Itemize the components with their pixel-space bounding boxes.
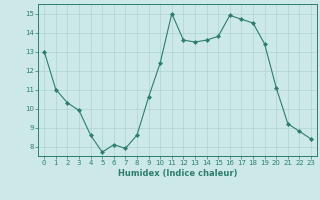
X-axis label: Humidex (Indice chaleur): Humidex (Indice chaleur) <box>118 169 237 178</box>
